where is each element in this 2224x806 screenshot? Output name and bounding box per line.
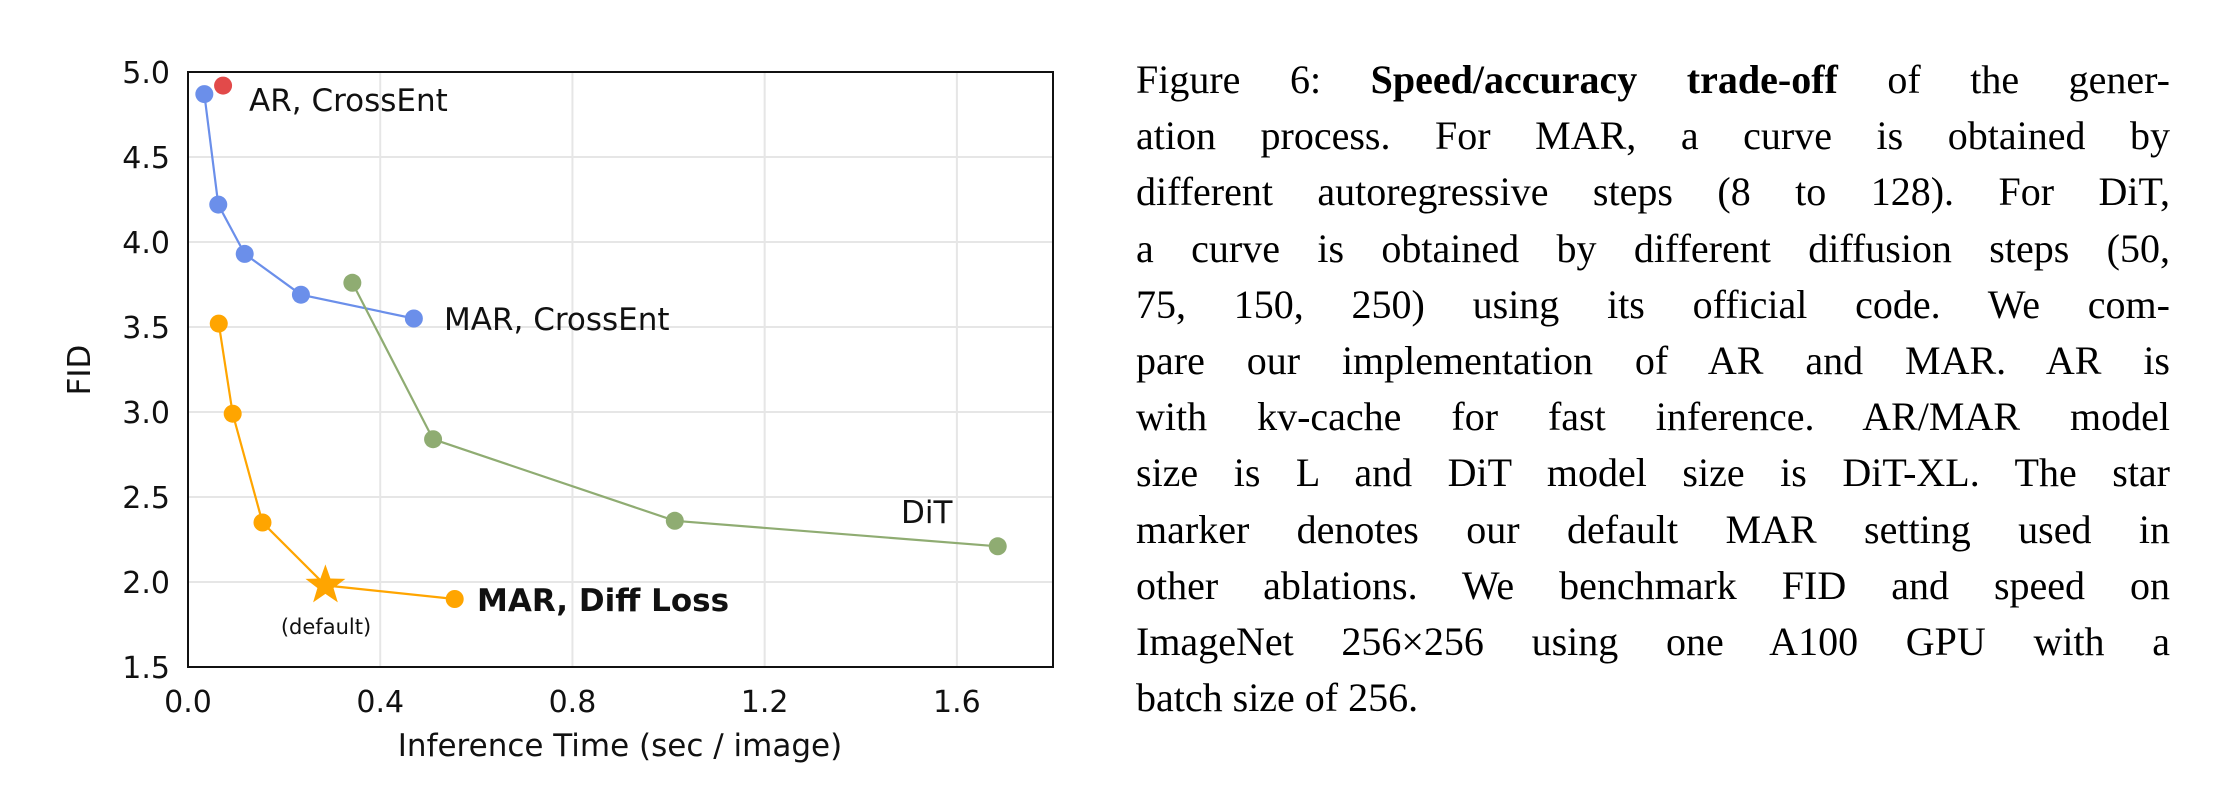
data-point-mar-crossent — [209, 195, 228, 214]
data-point-mar-diff-loss — [223, 404, 242, 423]
star-marker — [305, 564, 346, 603]
caption-label: Figure 6: — [1136, 57, 1322, 102]
y-tick-label: 2.5 — [122, 481, 170, 516]
y-tick-label: 4.5 — [122, 141, 170, 176]
data-point-mar-diff-loss — [445, 590, 464, 608]
series-line-dit — [351, 282, 998, 548]
caption-line: 75, 150, 250) using its official code. W… — [1136, 281, 2170, 327]
y-tick-label: 3.5 — [122, 311, 170, 346]
x-tick-label: 1.2 — [741, 685, 789, 720]
data-point-mar-crossent — [404, 309, 423, 328]
y-tick-label: 3.0 — [122, 396, 170, 431]
speed-accuracy-chart: 0.0 0.4 0.8 1.2 1.61.52.02.53.03.54.04.55.0 … — [62, 56, 1054, 764]
data-point-mar-crossent — [235, 244, 254, 263]
caption-line: ation process. For MAR, a curve is obtai… — [1136, 113, 2170, 159]
data-point-mar-diff-loss — [209, 314, 228, 333]
annotation-dit: DiT — [901, 495, 953, 531]
data-point-dit — [665, 511, 684, 530]
y-tick-label: 2.0 — [122, 566, 170, 601]
caption-line: different autoregressive steps (8 to 128… — [1136, 169, 2170, 215]
tick-labels: 0.0 0.4 0.8 1.2 1.6 1.5 2.0 2.5 3.0 3.5 4.0 4.5 5.0 — [122, 56, 980, 720]
annotation-ar-crossent: AR, CrossEnt — [249, 83, 448, 119]
data-point-mar-diff-loss — [253, 513, 272, 532]
caption-bold-title: Speed/accuracy trade-off — [1370, 57, 1838, 102]
data-point-ar-crossent — [214, 76, 233, 95]
series-line-mar-crossent — [203, 93, 415, 320]
plot-frame — [187, 71, 1054, 668]
data-point-dit — [343, 273, 362, 292]
series-layer — [195, 76, 1007, 608]
caption-line: Figure 6: Speed/accuracy trade-off of th… — [1136, 52, 2170, 108]
caption-line: with kv-cache for fast inference. AR/MAR… — [1136, 394, 2170, 440]
data-point-mar-crossent — [291, 285, 310, 304]
y-tick-label: 4.0 — [122, 226, 170, 261]
caption-line: a curve is obtained by different diffusi… — [1136, 225, 2170, 271]
annotation-default: (default) — [281, 615, 371, 639]
data-point-dit — [988, 537, 1007, 556]
caption-line: pare our implementation of AR and MAR. A… — [1136, 338, 2170, 384]
figure-caption: Figure 6: Speed/accuracy trade-off of th… — [1136, 52, 2170, 726]
caption-line: batch size of 256. — [1136, 675, 1419, 721]
x-tick-label: 1.6 — [933, 685, 981, 720]
annotation-mar-diffloss: MAR, Diff Loss — [477, 583, 729, 619]
x-tick-label: 0.4 — [356, 685, 404, 720]
data-point-mar-crossent — [195, 85, 214, 104]
annotation-mar-crossent: MAR, CrossEnt — [444, 302, 670, 338]
caption-line: size is L and DiT model size is DiT-XL. … — [1136, 450, 2170, 496]
caption-line: other ablations. We benchmark FID and sp… — [1136, 562, 2170, 608]
y-tick-label: 1.5 — [122, 651, 170, 686]
caption-text: of the gener- — [1837, 57, 2171, 102]
caption-line: marker denotes our default MAR setting u… — [1136, 506, 2170, 552]
caption-line: ImageNet 256×256 using one A100 GPU with… — [1136, 619, 2170, 665]
x-tick-label: 0.8 — [549, 685, 597, 720]
x-tick-label: 0.0 — [164, 685, 212, 720]
y-axis-label: FID — [62, 345, 98, 396]
x-axis-label: Inference Time (sec / image) — [398, 728, 842, 764]
series-line-mar-diff-loss — [217, 323, 455, 601]
y-tick-label: 5.0 — [122, 56, 170, 91]
data-point-dit — [424, 430, 443, 449]
